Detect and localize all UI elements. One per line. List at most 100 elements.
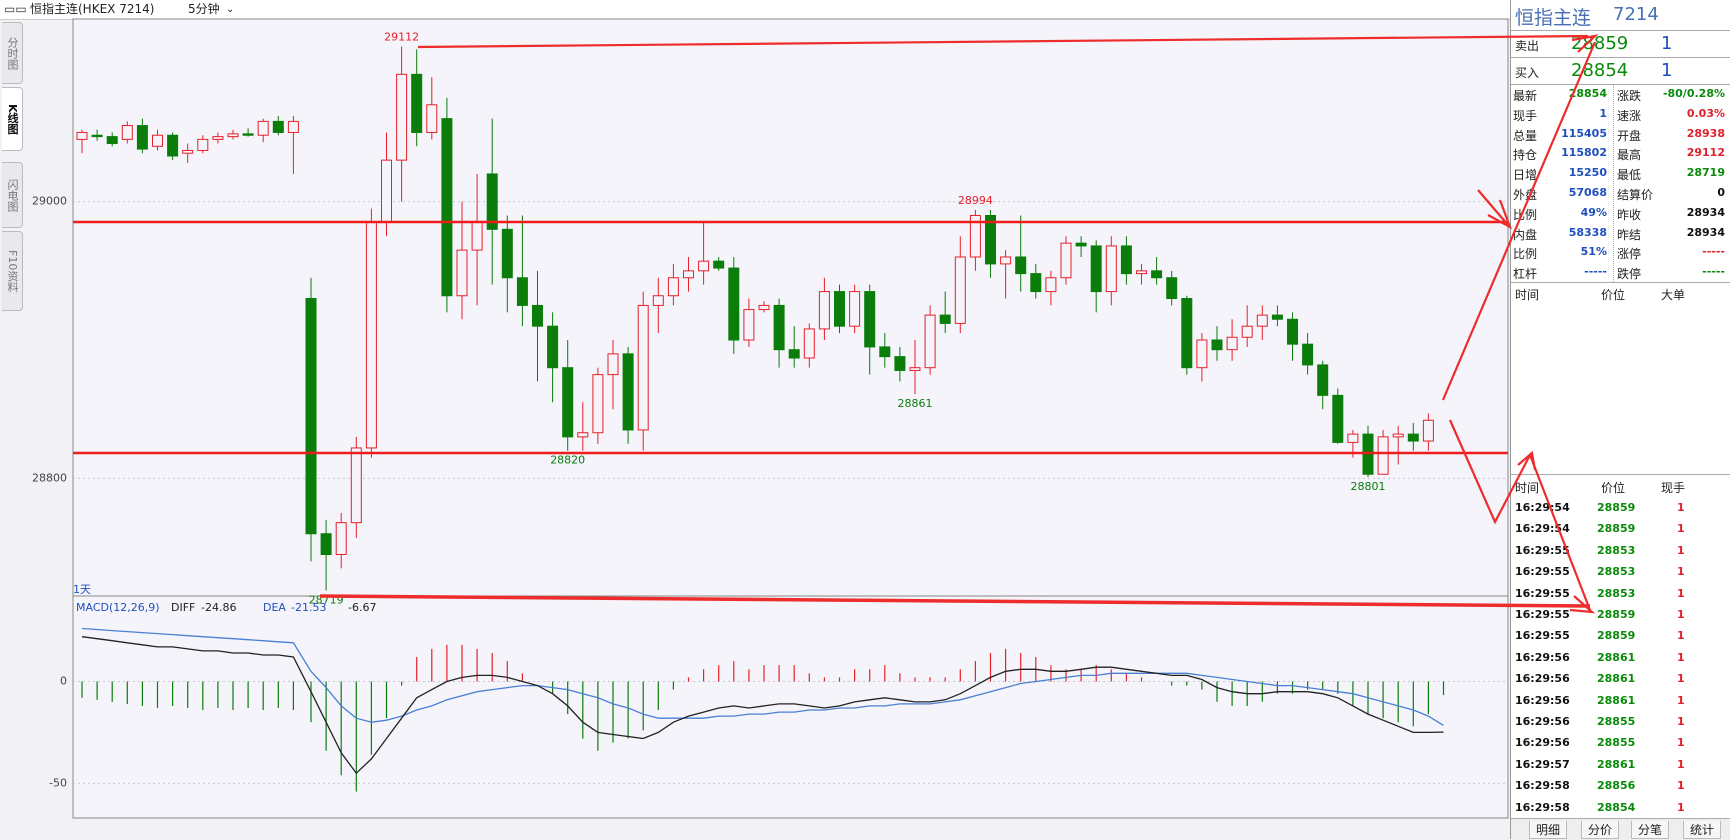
dea-label: DEA <box>263 601 286 614</box>
candle-body <box>1075 242 1087 247</box>
stat-value: 0 <box>1717 186 1725 199</box>
candle-body <box>411 73 423 133</box>
trade-price: 28853 <box>1597 586 1636 600</box>
candle-body <box>1030 273 1042 293</box>
candle-body <box>728 267 740 341</box>
trade-volume: 1 <box>1677 608 1685 621</box>
column-header: 现手 <box>1661 481 1686 495</box>
stat-row: 比例 49% 昨收 28934 <box>1511 203 1730 223</box>
tab[interactable]: 分时图 <box>2 22 23 84</box>
candle-body <box>864 291 876 348</box>
trade-volume: 1 <box>1677 543 1685 557</box>
stat-value: 28719 <box>1686 166 1725 180</box>
trade-volume: 1 <box>1677 522 1685 536</box>
trade-row: 16:29:56 28855 1 <box>1511 711 1730 732</box>
period-selector[interactable]: 5分钟 <box>188 2 220 16</box>
candle-body <box>1362 433 1374 475</box>
tab[interactable]: 分笔 <box>1631 821 1670 839</box>
candle-body <box>76 131 88 140</box>
trade-volume: 1 <box>1677 672 1685 686</box>
candle-body <box>1060 242 1072 279</box>
candle-body <box>547 325 559 369</box>
candle-body <box>894 356 906 371</box>
stat-row: 持仓 115802 最高 29112 <box>1511 143 1730 163</box>
candle-body <box>849 291 861 327</box>
candle-body <box>441 118 453 297</box>
candle-body <box>1226 336 1238 351</box>
kline-chart: 29000288001天2911228994288612882028801287… <box>32 18 1509 819</box>
y-tick-label: 28800 <box>32 471 67 484</box>
candle-body <box>471 221 483 251</box>
trade-price: 28861 <box>1597 672 1636 686</box>
trade-row: 16:29:54 28859 1 <box>1511 497 1730 518</box>
candle-body <box>1317 364 1329 396</box>
candle-body <box>1136 270 1147 275</box>
candle-body <box>1377 436 1389 475</box>
tab[interactable]: 分价 <box>1581 821 1620 839</box>
trade-time: 16:29:55 <box>1515 543 1570 557</box>
trade-row: 16:29:56 28861 1 <box>1511 668 1730 689</box>
stat-row: 日增 15250 最低 28719 <box>1511 163 1730 183</box>
bid-row: 买入 28854 1 <box>1511 58 1730 84</box>
trade-price: 28861 <box>1597 757 1636 771</box>
stat-label: 内盘 <box>1513 227 1538 242</box>
trade-price: 28855 <box>1597 715 1636 728</box>
stat-value: 29112 <box>1686 146 1725 160</box>
tab[interactable]: 统计 <box>1683 821 1722 839</box>
candle-body <box>1211 339 1223 351</box>
trade-volume: 1 <box>1677 650 1685 664</box>
column-header: 时间 <box>1515 288 1540 302</box>
stat-row: 比例 51% 涨停 ----- <box>1511 242 1730 262</box>
trade-volume: 1 <box>1677 736 1685 750</box>
trade-time: 16:29:55 <box>1515 565 1570 579</box>
stat-label: 比例 <box>1513 247 1538 262</box>
tab[interactable]: F10资料 <box>2 231 23 311</box>
candle-body <box>879 346 891 358</box>
stat-label: 现手 <box>1513 108 1538 123</box>
candle-body <box>954 256 966 324</box>
ask-row: 卖出 28859 1 <box>1511 31 1730 57</box>
stat-row: 外盘 57068 结算价 0 <box>1511 183 1730 203</box>
instrument-title[interactable]: 恒指主连(HKEX 7214) <box>30 2 155 16</box>
trade-volume: 1 <box>1677 800 1685 814</box>
macd-name: MACD(12,26,9) <box>76 601 160 614</box>
stat-value: 15250 <box>1568 166 1607 180</box>
candle-body <box>1332 394 1344 443</box>
stat-label: 结算价 <box>1617 188 1654 202</box>
extreme-label: 28861 <box>898 397 933 410</box>
candle-body <box>501 228 513 279</box>
candle-body <box>652 295 664 306</box>
trade-row: 16:29:55 28853 1 <box>1511 540 1730 561</box>
trade-price: 28859 <box>1597 501 1636 514</box>
tab[interactable]: 明细 <box>1529 821 1568 839</box>
trade-time: 16:29:56 <box>1515 672 1570 686</box>
trade-price: 28855 <box>1597 736 1636 750</box>
candle-body <box>713 260 725 269</box>
candle-body <box>320 533 332 555</box>
candle-body <box>91 134 103 138</box>
candle-body <box>743 309 755 341</box>
y-tick-label: 0 <box>60 674 67 687</box>
stat-label: 开盘 <box>1617 128 1642 143</box>
stat-value: 28938 <box>1686 126 1725 140</box>
trade-row: 16:29:58 28856 1 <box>1511 775 1730 796</box>
candle-body <box>1302 343 1314 366</box>
candle-body <box>335 522 347 555</box>
trade-row: 16:29:55 28853 1 <box>1511 583 1730 604</box>
separator <box>1511 282 1730 283</box>
candle-body <box>287 120 299 133</box>
tab[interactable]: 闪电图 <box>2 162 23 228</box>
stat-label: 昨收 <box>1617 207 1642 222</box>
candle-body <box>758 304 770 311</box>
stat-value: ----- <box>1584 265 1607 279</box>
candle-body <box>834 291 845 327</box>
trade-time: 16:29:58 <box>1515 779 1570 793</box>
candle-body <box>1090 245 1102 293</box>
trade-volume: 1 <box>1677 501 1685 514</box>
candle-body <box>1407 433 1419 442</box>
stat-label: 最低 <box>1617 168 1642 183</box>
stat-label: 外盘 <box>1513 188 1538 202</box>
dropdown-icon[interactable]: ⌄ <box>226 4 235 15</box>
tab[interactable]: K线图 <box>2 87 23 151</box>
